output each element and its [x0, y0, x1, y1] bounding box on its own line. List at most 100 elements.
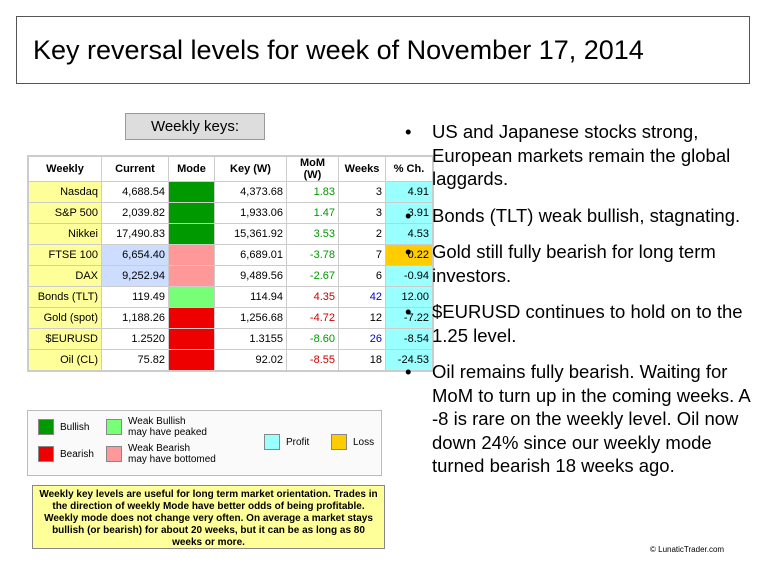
legend-text: Weak Bearish [128, 443, 191, 454]
current-price: 6,654.40 [101, 244, 169, 266]
table-row: Gold (spot) 1,188.26 1,256.68 -4.72 12 -7.22 [27, 307, 434, 329]
current-price: 75.82 [101, 349, 169, 371]
key-level: 92.02 [214, 349, 287, 371]
mom-value: -8.60 [286, 328, 339, 350]
weeks-value: 7 [338, 244, 386, 266]
legend-swatch [38, 446, 54, 462]
table-row: S&P 500 2,039.82 1,933.06 1.47 3 3.91 [27, 202, 434, 224]
weeks-value: 3 [338, 202, 386, 224]
bullet-item: US and Japanese stocks strong, European … [405, 120, 750, 191]
mom-value: 3.53 [286, 223, 339, 245]
slide-title: Key reversal levels for week of November… [16, 16, 750, 84]
column-header: Current [101, 155, 169, 182]
mom-value: -8.55 [286, 349, 339, 371]
legend-swatch [106, 446, 122, 462]
bullet-item: Bonds (TLT) weak bullish, stagnating. [405, 204, 750, 228]
mom-value: -2.67 [286, 265, 339, 287]
mode-cell [168, 181, 215, 203]
weeks-value: 2 [338, 223, 386, 245]
legend-label: Loss [353, 437, 374, 448]
legend-swatch [38, 419, 54, 435]
weeks-value: 3 [338, 181, 386, 203]
key-level: 4,373.68 [214, 181, 287, 203]
mom-value: 1.47 [286, 202, 339, 224]
bullet-item: Gold still fully bearish for long term i… [405, 240, 750, 287]
weeks-value: 6 [338, 265, 386, 287]
legend-swatch [331, 434, 347, 450]
legend-swatch [264, 434, 280, 450]
table-row: Nasdaq 4,688.54 4,373.68 1.83 3 4.91 [27, 181, 434, 203]
market-name: $EURUSD [27, 328, 102, 350]
mode-cell [168, 307, 215, 329]
key-level: 1,256.68 [214, 307, 287, 329]
weeks-value: 42 [338, 286, 386, 308]
header-row: Weekly Current Mode Key (W) MoM (W) Weeks% Ch… [27, 155, 434, 182]
column-header: Weekly [27, 155, 102, 182]
key-level: 15,361.92 [214, 223, 287, 245]
table-row: FTSE 100 6,654.40 6,689.01 -3.78 7 0.22 [27, 244, 434, 266]
market-name: DAX [27, 265, 102, 287]
current-price: 1,188.26 [101, 307, 169, 329]
mom-value: -4.72 [286, 307, 339, 329]
weeks-value: 18 [338, 349, 386, 371]
weeks-value: 12 [338, 307, 386, 329]
market-name: S&P 500 [27, 202, 102, 224]
legend-text: Loss [353, 437, 375, 448]
key-level: 114.94 [214, 286, 287, 308]
column-header: MoM (W) [286, 155, 339, 182]
table-row: $EURUSD 1.2520 1.3155 -8.60 26 -8.54 [27, 328, 434, 350]
mode-cell [168, 349, 215, 371]
legend: Bullish Weak Bullish may have peaked Bearis… [27, 410, 382, 476]
legend-label: Bearish [60, 449, 94, 460]
market-name: Nikkei [27, 223, 102, 245]
key-table: Weekly Current Mode Key (W) MoM (W) Weeks% Ch… [27, 155, 434, 372]
market-name: Nasdaq [27, 181, 102, 203]
column-header: Mode [168, 155, 215, 182]
mode-cell [168, 244, 215, 266]
table-caption: Weekly keys: [125, 113, 265, 140]
key-level: 9,489.56 [214, 265, 287, 287]
mode-cell [168, 286, 215, 308]
current-price: 119.49 [101, 286, 169, 308]
current-price: 17,490.83 [101, 223, 169, 245]
current-price: 4,688.54 [101, 181, 169, 203]
key-level: 6,689.01 [214, 244, 287, 266]
mom-value: 1.83 [286, 181, 339, 203]
mode-cell [168, 328, 215, 350]
mom-value: 4.35 [286, 286, 339, 308]
mom-value: -3.78 [286, 244, 339, 266]
market-name: FTSE 100 [27, 244, 102, 266]
table-row: DAX 9,252.94 9,489.56 -2.67 6 -0.94 [27, 265, 434, 287]
legend-label: Weak Bearish may have bottomed [128, 443, 216, 465]
bullet-item: Oil remains fully bearish. Waiting for M… [405, 360, 750, 478]
legend-text: Bearish [60, 449, 94, 460]
key-level: 1.3155 [214, 328, 287, 350]
copyright: © LunaticTrader.com [650, 545, 725, 554]
table-row: Oil (CL) 75.82 92.02 -8.55 18 -24.53 [27, 349, 434, 371]
column-header: Weeks [338, 155, 386, 182]
market-name: Oil (CL) [27, 349, 102, 371]
market-name: Bonds (TLT) [27, 286, 102, 308]
bullet-item: $EURUSD continues to hold on to the 1.25… [405, 300, 750, 347]
column-header: Key (W) [214, 155, 287, 182]
mode-cell [168, 202, 215, 224]
note: Weekly key levels are useful for long te… [32, 485, 385, 549]
legend-label: Profit [286, 437, 309, 448]
table-row: Bonds (TLT) 119.49 114.94 4.35 42 12.00 [27, 286, 434, 308]
legend-label: Weak Bullish may have peaked [128, 416, 207, 438]
market-name: Gold (spot) [27, 307, 102, 329]
legend-subtext: may have peaked [128, 427, 207, 438]
mode-cell [168, 223, 215, 245]
current-price: 9,252.94 [101, 265, 169, 287]
current-price: 2,039.82 [101, 202, 169, 224]
weeks-value: 26 [338, 328, 386, 350]
legend-text: Bullish [60, 422, 90, 433]
key-level: 1,933.06 [214, 202, 287, 224]
legend-text: Weak Bullish [128, 416, 186, 427]
mode-cell [168, 265, 215, 287]
legend-text: Profit [286, 437, 310, 448]
legend-swatch [106, 419, 122, 435]
legend-subtext: may have bottomed [128, 454, 216, 465]
current-price: 1.2520 [101, 328, 169, 350]
